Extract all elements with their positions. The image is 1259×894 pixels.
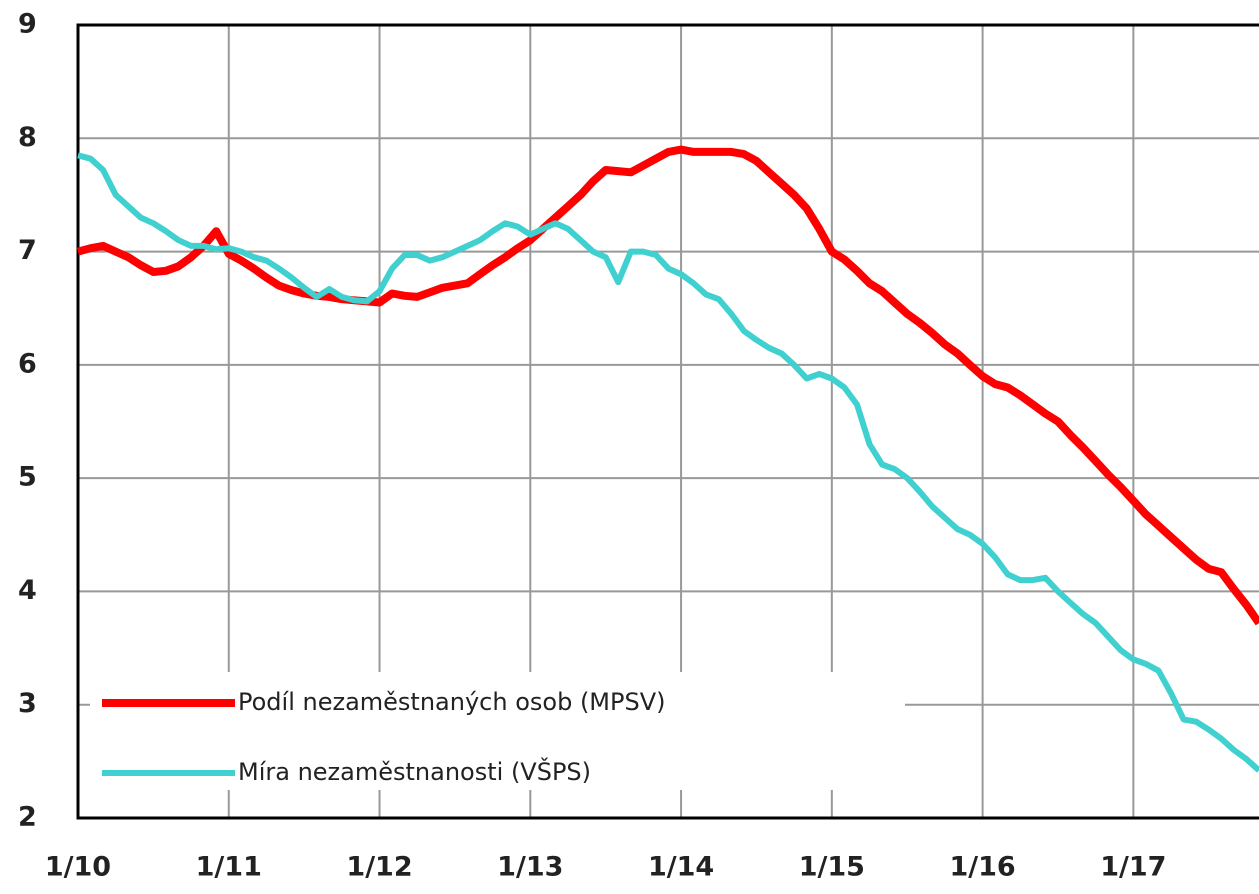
y-tick-label: 6 bbox=[18, 348, 37, 379]
y-tick-label: 9 bbox=[18, 9, 37, 40]
x-tick-label: 1/14 bbox=[648, 852, 714, 883]
x-tick-label: 1/11 bbox=[196, 852, 262, 883]
x-tick-label: 1/10 bbox=[45, 852, 111, 883]
y-tick-label: 2 bbox=[18, 802, 37, 833]
legend-label: Míra nezaměstnanosti (VŠPS) bbox=[238, 756, 591, 786]
y-tick-label: 7 bbox=[18, 235, 37, 266]
x-tick-label: 1/16 bbox=[949, 852, 1015, 883]
x-tick-label: 1/13 bbox=[497, 852, 563, 883]
data-line bbox=[77, 152, 1259, 773]
y-tick-label: 8 bbox=[18, 122, 37, 153]
plot-frame bbox=[76, 23, 1259, 820]
x-tick-label: 1/12 bbox=[346, 852, 412, 883]
legend-label: Podíl nezaměstnaných osob (MPSV) bbox=[238, 688, 666, 716]
x-tick-label: 1/17 bbox=[1100, 852, 1166, 883]
y-tick-label: 5 bbox=[18, 462, 37, 493]
y-tick-label: 3 bbox=[18, 688, 37, 719]
y-tick-label: 4 bbox=[18, 575, 37, 606]
x-tick-label: 1/15 bbox=[799, 852, 865, 883]
data-line bbox=[76, 145, 1259, 626]
